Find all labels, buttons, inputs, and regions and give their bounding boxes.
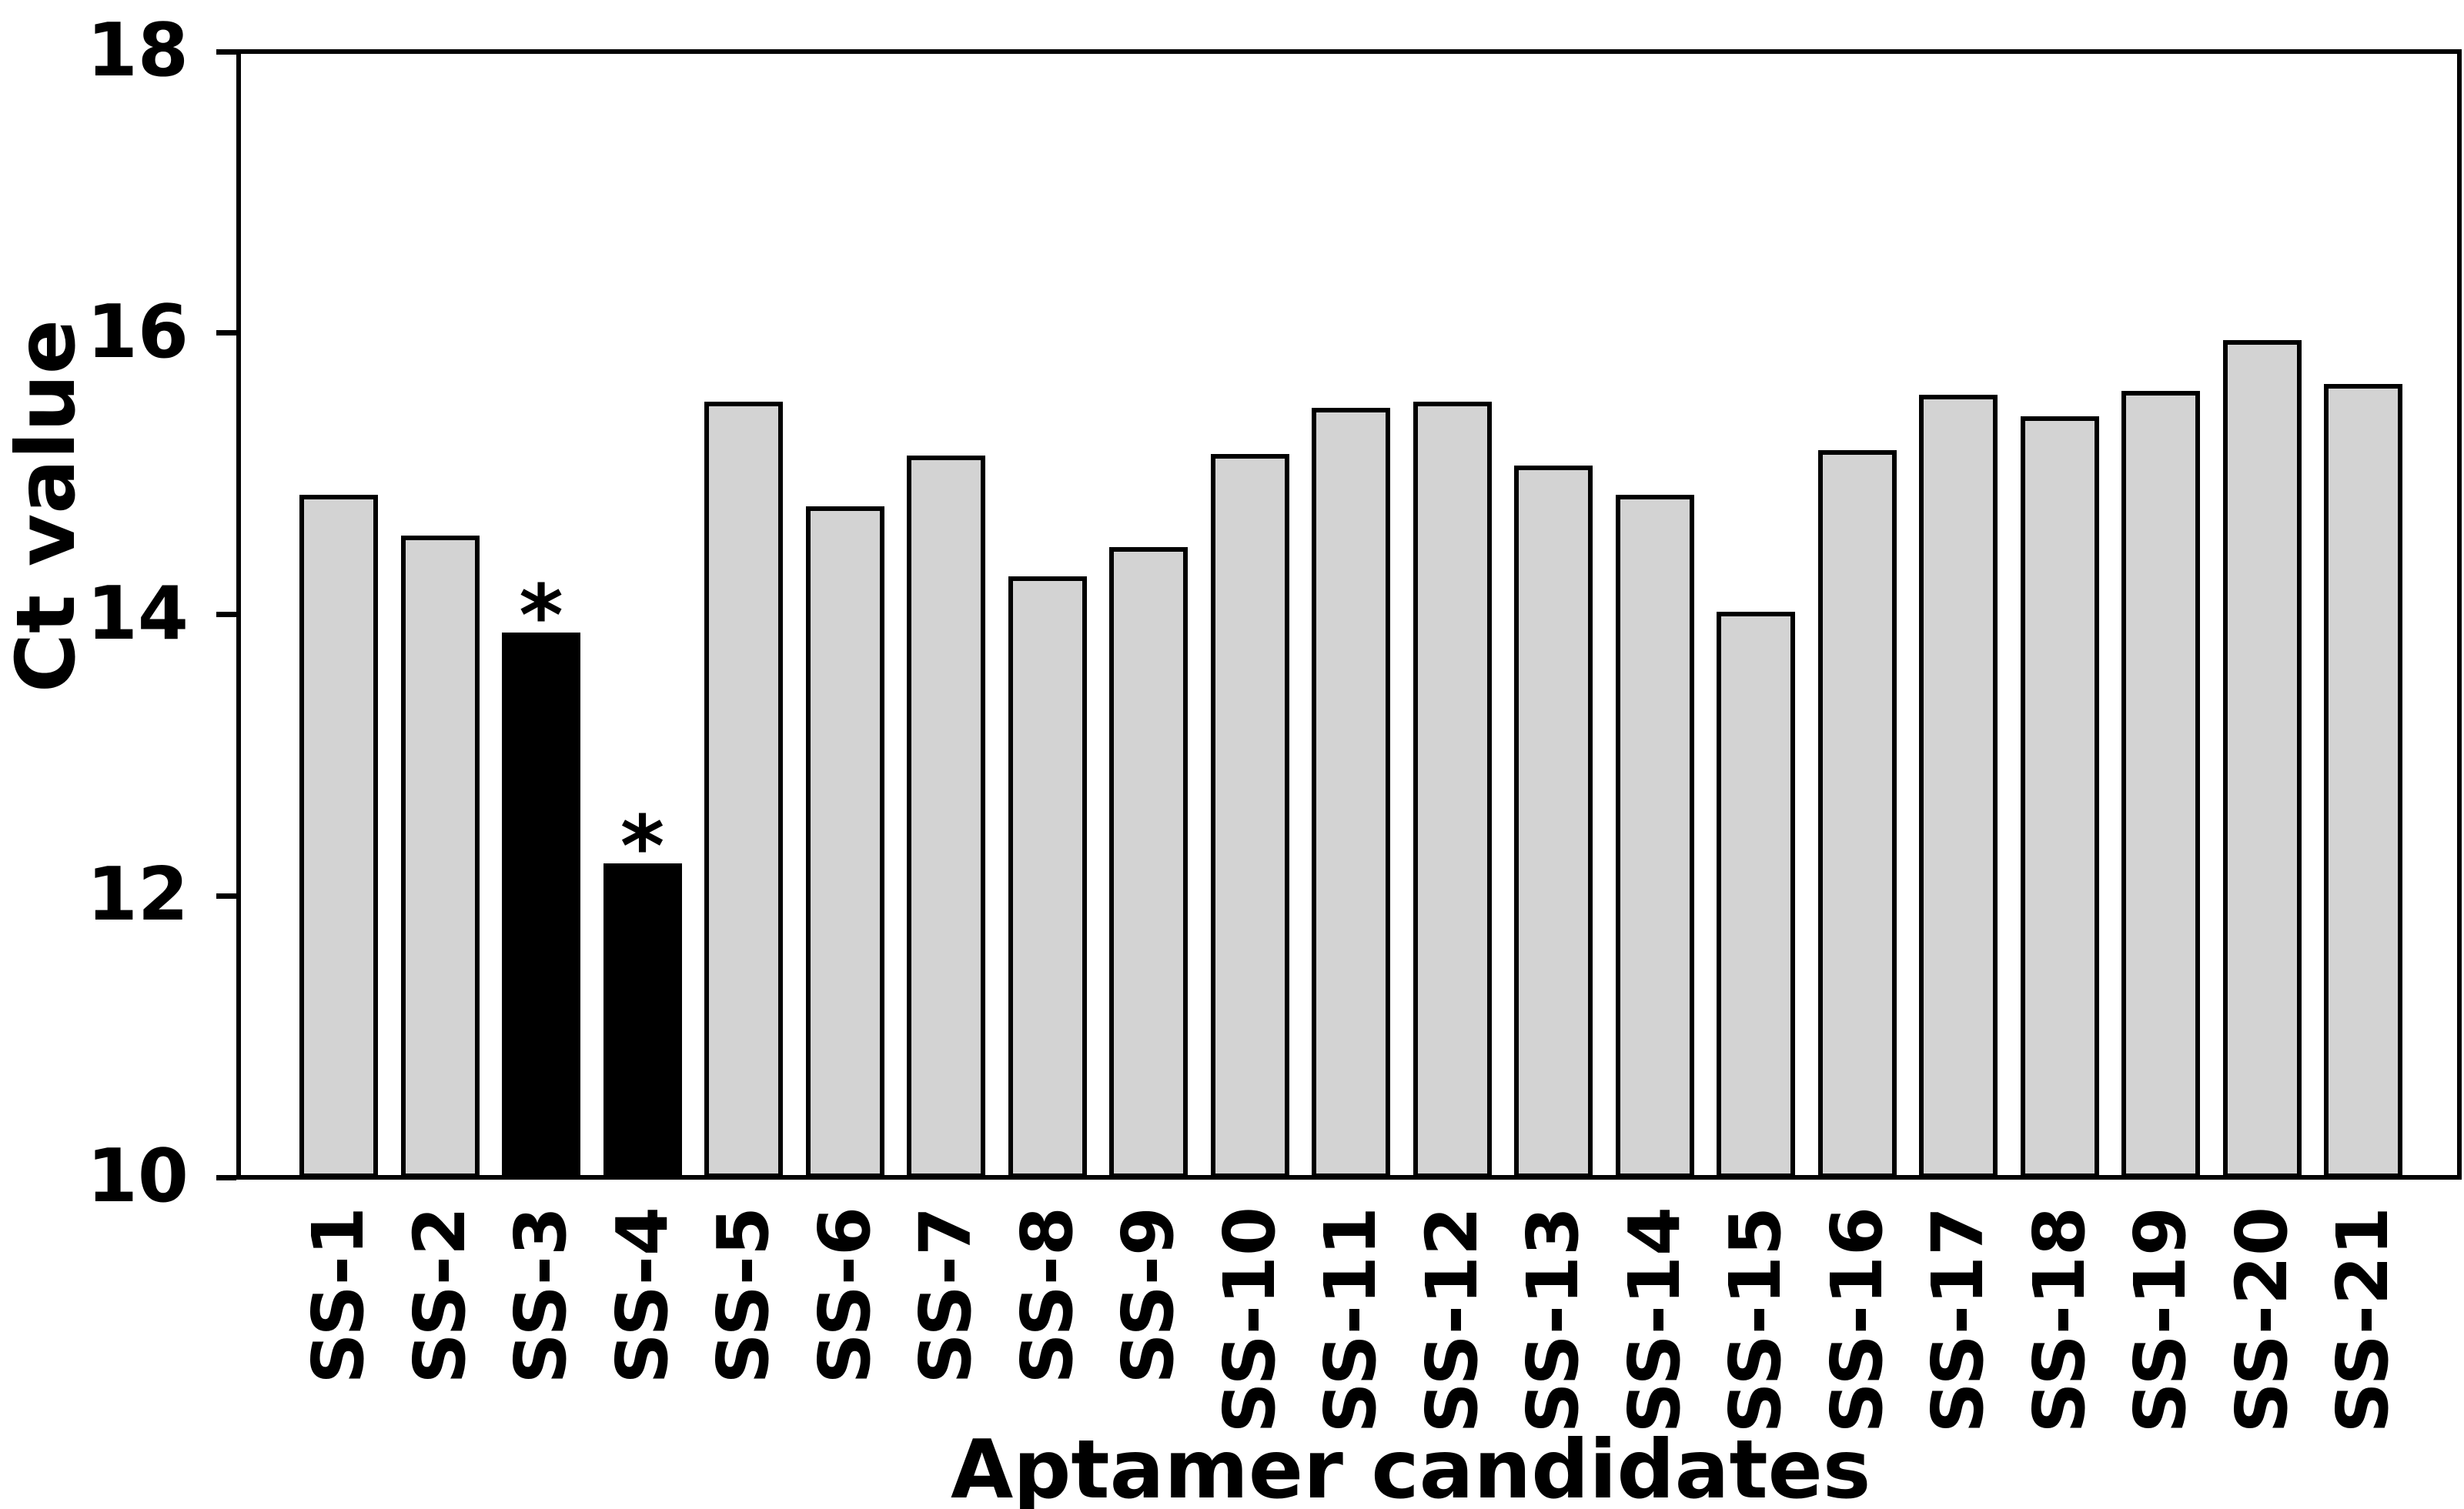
y-tick-label-10: 10 xyxy=(86,1134,189,1219)
bar-ss-10 xyxy=(1210,454,1289,1178)
significance-asterisk-ss-3: * xyxy=(519,566,563,666)
bar-ss-3 xyxy=(502,633,580,1178)
x-tick-label-ss-7: SS-7 xyxy=(904,1207,987,1384)
x-tick-label-ss-14: SS-14 xyxy=(1613,1207,1696,1434)
x-tick-label-ss-4: SS-4 xyxy=(600,1207,684,1384)
x-tick-label-ss-10: SS-10 xyxy=(1208,1207,1291,1434)
y-tick-mark-16 xyxy=(216,330,236,336)
x-tick-label-ss-13: SS-13 xyxy=(1512,1207,1594,1434)
bar-ss-20 xyxy=(2222,339,2302,1178)
y-tick-label-14: 14 xyxy=(86,571,189,656)
bar-ss-17 xyxy=(1919,395,1998,1178)
x-tick-label-ss-15: SS-15 xyxy=(1714,1207,1797,1434)
bar-ss-14 xyxy=(1615,495,1694,1178)
y-tick-label-12: 12 xyxy=(86,853,189,938)
x-tick-label-ss-18: SS-18 xyxy=(2018,1207,2101,1434)
y-tick-mark-18 xyxy=(216,48,236,55)
bar-ss-16 xyxy=(1817,449,1897,1178)
bar-ss-2 xyxy=(400,536,480,1178)
x-tick-label-ss-20: SS-20 xyxy=(2220,1207,2303,1434)
bar-ss-8 xyxy=(1008,576,1087,1178)
bar-ss-15 xyxy=(1717,611,1795,1178)
x-tick-label-ss-3: SS-3 xyxy=(500,1207,582,1384)
y-axis-title: Ct value xyxy=(0,319,93,693)
bar-ss-9 xyxy=(1109,546,1188,1178)
bar-ss-5 xyxy=(704,402,783,1178)
x-tick-label-ss-9: SS-9 xyxy=(1107,1207,1189,1384)
x-tick-label-ss-17: SS-17 xyxy=(1917,1207,1999,1434)
x-tick-label-ss-19: SS-19 xyxy=(2119,1207,2202,1434)
significance-asterisk-ss-4: * xyxy=(620,797,665,896)
bar-ss-12 xyxy=(1413,402,1492,1178)
y-tick-mark-12 xyxy=(216,893,236,899)
x-tick-label-ss-12: SS-12 xyxy=(1410,1207,1493,1434)
bar-ss-1 xyxy=(299,495,378,1178)
x-tick-label-ss-5: SS-5 xyxy=(702,1207,784,1384)
x-tick-label-ss-6: SS-6 xyxy=(803,1207,886,1384)
bar-ss-11 xyxy=(1312,407,1390,1178)
x-tick-label-ss-16: SS-16 xyxy=(1815,1207,1898,1434)
bar-ss-6 xyxy=(805,506,884,1178)
bar-ss-21 xyxy=(2324,383,2402,1178)
y-tick-label-16: 16 xyxy=(86,289,189,375)
x-tick-label-ss-11: SS-11 xyxy=(1309,1207,1392,1434)
x-tick-label-ss-8: SS-8 xyxy=(1005,1207,1088,1384)
x-tick-label-ss-1: SS-1 xyxy=(297,1207,379,1384)
bar-ss-4 xyxy=(603,863,682,1178)
bar-ss-18 xyxy=(2020,416,2099,1178)
y-tick-mark-14 xyxy=(216,612,236,617)
y-tick-label-18: 18 xyxy=(86,8,189,93)
x-tick-label-ss-21: SS-21 xyxy=(2322,1207,2404,1434)
bar-ss-7 xyxy=(907,455,985,1178)
bar-ss-19 xyxy=(2121,390,2200,1178)
y-tick-mark-10 xyxy=(216,1174,236,1180)
bar-ss-13 xyxy=(1514,465,1593,1178)
x-axis-title: Aptamer candidates xyxy=(951,1423,1871,1509)
x-tick-label-ss-2: SS-2 xyxy=(398,1207,481,1384)
